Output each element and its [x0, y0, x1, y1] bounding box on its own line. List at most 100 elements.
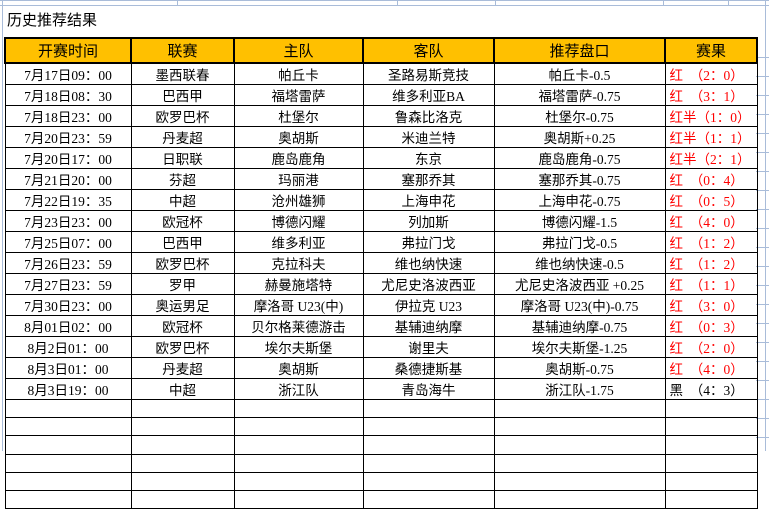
league-cell[interactable]: 欧罗巴杯	[130, 336, 235, 358]
result-cell[interactable]: 黑 （4：3）	[664, 378, 758, 400]
home-cell[interactable]: 贝尔格莱德游击	[233, 315, 364, 337]
empty-cell[interactable]	[362, 489, 495, 509]
time-cell[interactable]: 7月25日07：00	[4, 231, 132, 253]
away-cell[interactable]: 东京	[362, 147, 495, 169]
away-cell[interactable]: 列加斯	[362, 210, 495, 232]
away-cell[interactable]: 圣路易斯竞技	[362, 62, 495, 85]
result-cell[interactable]: 红 （1：1）	[664, 273, 758, 295]
result-cell[interactable]: 红半（1：1）	[664, 126, 758, 148]
empty-cell[interactable]	[362, 417, 495, 437]
time-cell[interactable]: 7月17日09：00	[4, 62, 132, 85]
home-cell[interactable]: 鹿岛鹿角	[233, 147, 364, 169]
result-cell[interactable]: 红 （2：0）	[664, 336, 758, 358]
empty-cell[interactable]	[362, 398, 495, 419]
away-cell[interactable]: 维也纳快速	[362, 252, 495, 274]
handicap-cell[interactable]: 帕丘卡-0.5	[493, 62, 666, 85]
away-cell[interactable]: 鲁森比洛克	[362, 105, 495, 127]
time-cell[interactable]: 7月20日23：59	[4, 126, 132, 148]
home-cell[interactable]: 浙江队	[233, 378, 364, 400]
league-cell[interactable]: 芬超	[130, 168, 235, 190]
handicap-cell[interactable]: 埃尔夫斯堡-1.25	[493, 336, 666, 358]
away-cell[interactable]: 谢里夫	[362, 336, 495, 358]
result-cell[interactable]: 红 （2：0）	[664, 62, 758, 85]
home-cell[interactable]: 福塔雷萨	[233, 84, 364, 106]
result-cell[interactable]: 红 （1：2）	[664, 231, 758, 253]
empty-cell[interactable]	[664, 398, 758, 419]
away-cell[interactable]: 维多利亚BA	[362, 84, 495, 106]
empty-cell[interactable]	[233, 417, 364, 437]
time-cell[interactable]: 8月3日01：00	[4, 357, 132, 379]
empty-cell[interactable]	[130, 417, 235, 437]
column-header-handicap[interactable]: 推荐盘口	[493, 37, 666, 64]
league-cell[interactable]: 罗甲	[130, 273, 235, 295]
empty-cell[interactable]	[233, 435, 364, 455]
home-cell[interactable]: 沧州雄狮	[233, 189, 364, 211]
time-cell[interactable]: 7月26日23：59	[4, 252, 132, 274]
league-cell[interactable]: 丹麦超	[130, 357, 235, 379]
empty-cell[interactable]	[4, 489, 132, 509]
handicap-cell[interactable]: 尤尼史洛波西亚 +0.25	[493, 273, 666, 295]
empty-cell[interactable]	[233, 453, 364, 473]
empty-cell[interactable]	[4, 435, 132, 455]
column-header-away[interactable]: 客队	[362, 37, 495, 64]
home-cell[interactable]: 杜堡尔	[233, 105, 364, 127]
empty-cell[interactable]	[130, 435, 235, 455]
league-cell[interactable]: 欧罗巴杯	[130, 252, 235, 274]
league-cell[interactable]: 墨西联春	[130, 62, 235, 85]
empty-cell[interactable]	[233, 489, 364, 509]
home-cell[interactable]: 摩洛哥 U23(中)	[233, 294, 364, 316]
result-cell[interactable]: 红半（1：0）	[664, 105, 758, 127]
time-cell[interactable]: 7月21日20：00	[4, 168, 132, 190]
away-cell[interactable]: 上海申花	[362, 189, 495, 211]
home-cell[interactable]: 奥胡斯	[233, 357, 364, 379]
away-cell[interactable]: 弗拉门戈	[362, 231, 495, 253]
time-cell[interactable]: 7月22日19：35	[4, 189, 132, 211]
empty-cell[interactable]	[493, 471, 666, 491]
away-cell[interactable]: 米迪兰特	[362, 126, 495, 148]
handicap-cell[interactable]: 奥胡斯-0.75	[493, 357, 666, 379]
empty-cell[interactable]	[493, 453, 666, 473]
handicap-cell[interactable]: 福塔雷萨-0.75	[493, 84, 666, 106]
empty-cell[interactable]	[233, 398, 364, 419]
empty-cell[interactable]	[493, 435, 666, 455]
handicap-cell[interactable]: 塞那乔其-0.75	[493, 168, 666, 190]
empty-cell[interactable]	[664, 453, 758, 473]
empty-cell[interactable]	[4, 471, 132, 491]
away-cell[interactable]: 塞那乔其	[362, 168, 495, 190]
empty-cell[interactable]	[130, 453, 235, 473]
time-cell[interactable]: 7月20日17：00	[4, 147, 132, 169]
home-cell[interactable]: 克拉科夫	[233, 252, 364, 274]
away-cell[interactable]: 伊拉克 U23	[362, 294, 495, 316]
empty-cell[interactable]	[130, 471, 235, 491]
empty-cell[interactable]	[664, 471, 758, 491]
empty-cell[interactable]	[4, 453, 132, 473]
away-cell[interactable]: 青岛海牛	[362, 378, 495, 400]
result-cell[interactable]: 红 （1：2）	[664, 252, 758, 274]
league-cell[interactable]: 奥运男足	[130, 294, 235, 316]
time-cell[interactable]: 7月30日23：00	[4, 294, 132, 316]
league-cell[interactable]: 中超	[130, 378, 235, 400]
empty-cell[interactable]	[664, 417, 758, 437]
away-cell[interactable]: 桑德捷斯基	[362, 357, 495, 379]
handicap-cell[interactable]: 博德闪耀-1.5	[493, 210, 666, 232]
home-cell[interactable]: 赫曼施塔特	[233, 273, 364, 295]
time-cell[interactable]: 7月18日08：30	[4, 84, 132, 106]
result-cell[interactable]: 红 （4：0）	[664, 357, 758, 379]
home-cell[interactable]: 埃尔夫斯堡	[233, 336, 364, 358]
away-cell[interactable]: 基辅迪纳摩	[362, 315, 495, 337]
result-cell[interactable]: 红 （3：0）	[664, 294, 758, 316]
result-cell[interactable]: 红 （0：4）	[664, 168, 758, 190]
column-header-time[interactable]: 开赛时间	[4, 37, 132, 64]
result-cell[interactable]: 红 （4：0）	[664, 210, 758, 232]
home-cell[interactable]: 奥胡斯	[233, 126, 364, 148]
handicap-cell[interactable]: 基辅迪纳摩-0.75	[493, 315, 666, 337]
league-cell[interactable]: 欧冠杯	[130, 315, 235, 337]
handicap-cell[interactable]: 上海申花-0.75	[493, 189, 666, 211]
handicap-cell[interactable]: 鹿岛鹿角-0.75	[493, 147, 666, 169]
handicap-cell[interactable]: 弗拉门戈-0.5	[493, 231, 666, 253]
empty-cell[interactable]	[493, 417, 666, 437]
league-cell[interactable]: 丹麦超	[130, 126, 235, 148]
empty-cell[interactable]	[362, 453, 495, 473]
away-cell[interactable]: 尤尼史洛波西亚	[362, 273, 495, 295]
empty-cell[interactable]	[4, 398, 132, 419]
